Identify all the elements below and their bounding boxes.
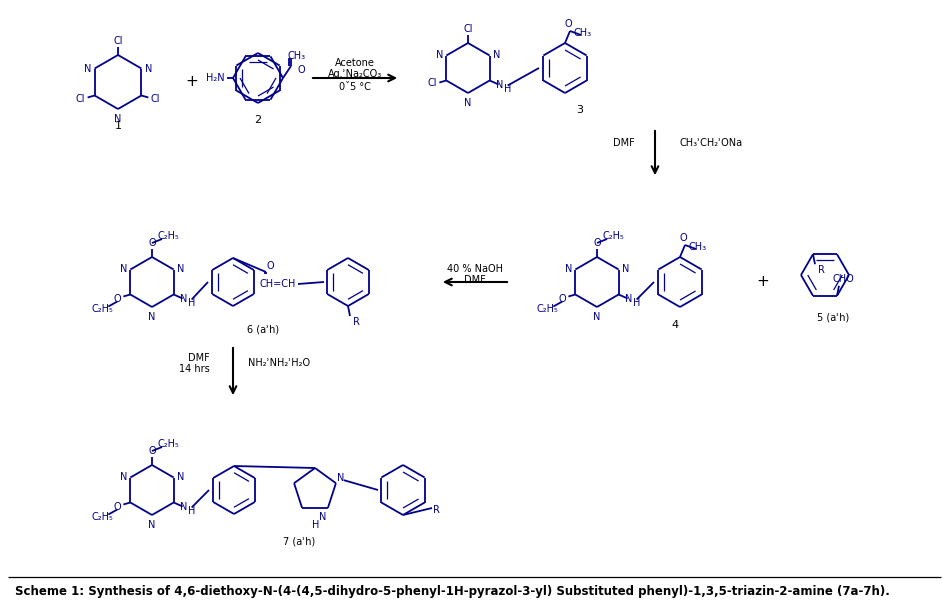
Text: N: N xyxy=(114,114,121,124)
Text: C₂H₅: C₂H₅ xyxy=(91,303,113,314)
Text: R: R xyxy=(433,505,439,515)
Text: 2: 2 xyxy=(254,115,262,125)
Text: CH₃: CH₃ xyxy=(574,28,592,38)
Text: H: H xyxy=(633,298,641,309)
Text: N: N xyxy=(120,473,127,482)
Text: Acetone: Acetone xyxy=(335,58,375,68)
Text: H: H xyxy=(188,298,195,309)
Text: CHO: CHO xyxy=(832,274,854,284)
Text: 1: 1 xyxy=(115,121,121,131)
Text: O: O xyxy=(593,238,601,248)
Text: DMF: DMF xyxy=(613,138,635,148)
Text: +: + xyxy=(186,74,198,90)
Text: CH=CH: CH=CH xyxy=(260,279,296,289)
Text: C₂H₅: C₂H₅ xyxy=(158,231,178,241)
Text: NH₂ʾNH₂ʾH₂O: NH₂ʾNH₂ʾH₂O xyxy=(248,358,310,368)
Text: H₂N: H₂N xyxy=(206,73,224,83)
Text: N: N xyxy=(148,312,156,322)
Text: N: N xyxy=(436,51,443,60)
Text: 7 (aʾh): 7 (aʾh) xyxy=(283,537,315,547)
Text: H: H xyxy=(504,85,512,94)
Text: CH₃: CH₃ xyxy=(689,242,707,252)
Text: C₂H₅: C₂H₅ xyxy=(602,231,623,241)
Text: C₂H₅: C₂H₅ xyxy=(91,512,113,521)
Text: N: N xyxy=(148,520,156,530)
Text: Cl: Cl xyxy=(151,94,160,104)
Text: N: N xyxy=(496,80,503,90)
Text: O: O xyxy=(297,65,305,75)
Text: +: + xyxy=(756,275,770,289)
Text: N: N xyxy=(464,98,472,108)
Text: C₂H₅: C₂H₅ xyxy=(158,439,178,449)
Text: N: N xyxy=(622,264,629,275)
Text: Cl: Cl xyxy=(113,36,122,46)
Text: O: O xyxy=(148,238,156,248)
Text: CH₃: CH₃ xyxy=(288,51,307,61)
Text: O: O xyxy=(559,295,567,304)
Text: 3: 3 xyxy=(576,105,584,115)
Text: R: R xyxy=(353,317,360,327)
Text: O: O xyxy=(679,233,687,243)
Text: C₂H₅: C₂H₅ xyxy=(536,303,558,314)
Text: CH₃ʾCH₂ʾONa: CH₃ʾCH₂ʾONa xyxy=(680,138,743,148)
Text: N: N xyxy=(180,294,187,303)
Text: 40 % NaOH: 40 % NaOH xyxy=(447,264,503,274)
Text: Aq.ʾNa₂CO₃: Aq.ʾNa₂CO₃ xyxy=(327,69,382,79)
Text: O: O xyxy=(114,502,121,513)
Text: Cl: Cl xyxy=(428,79,437,88)
Text: N: N xyxy=(144,63,152,74)
Text: R: R xyxy=(817,265,825,275)
Text: Cl: Cl xyxy=(463,24,473,34)
Text: N: N xyxy=(120,264,127,275)
Text: Cl: Cl xyxy=(76,94,85,104)
Text: N: N xyxy=(337,473,344,483)
Text: N: N xyxy=(593,312,601,322)
Text: O: O xyxy=(114,295,121,304)
Text: 14 hrs: 14 hrs xyxy=(179,364,210,374)
Text: O: O xyxy=(266,261,274,271)
Text: H: H xyxy=(188,507,195,516)
Text: 0ˇ5 °C: 0ˇ5 °C xyxy=(339,82,371,92)
Text: N: N xyxy=(565,264,572,275)
Text: DMF: DMF xyxy=(188,353,210,363)
Text: O: O xyxy=(565,19,572,29)
Text: O: O xyxy=(148,446,156,456)
Text: N: N xyxy=(625,294,632,303)
Text: H: H xyxy=(312,520,320,530)
Text: 4: 4 xyxy=(672,320,679,330)
Text: N: N xyxy=(493,51,500,60)
Text: N: N xyxy=(319,512,326,522)
Text: N: N xyxy=(84,63,91,74)
Text: N: N xyxy=(177,473,184,482)
Text: DMF: DMF xyxy=(464,275,486,285)
Text: 5 (aʾh): 5 (aʾh) xyxy=(817,312,849,322)
Text: Scheme 1: Synthesis of 4,6-diethoxy-N-(4-(4,5-dihydro-5-phenyl-1H-pyrazol-3-yl) : Scheme 1: Synthesis of 4,6-diethoxy-N-(4… xyxy=(15,585,890,599)
Text: 6 (aʾh): 6 (aʾh) xyxy=(247,325,279,335)
Text: N: N xyxy=(177,264,184,275)
Text: N: N xyxy=(180,501,187,512)
